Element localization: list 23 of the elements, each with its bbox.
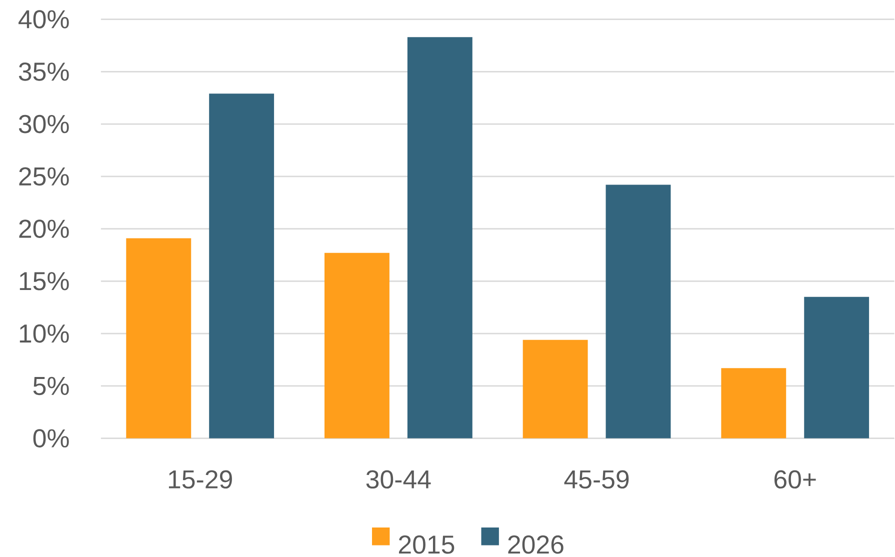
bar <box>209 94 274 438</box>
y-tick-label: 30% <box>18 114 69 134</box>
bar <box>324 252 390 438</box>
x-tick-label: 45-59 <box>564 470 629 489</box>
bar <box>721 368 786 438</box>
y-tick-label: 20% <box>19 220 69 238</box>
legend-label: 2015 <box>398 535 454 554</box>
bar <box>606 184 671 438</box>
x-tick-label: 15-29 <box>168 470 232 489</box>
bar <box>407 37 472 438</box>
x-tick-label: 60+ <box>774 470 816 489</box>
y-tick-label: 15% <box>20 272 69 290</box>
y-tick-label: 0% <box>33 429 69 448</box>
bar <box>522 340 588 438</box>
y-tick-label: 25% <box>19 167 69 186</box>
y-tick-label: 5% <box>33 376 69 396</box>
y-tick-label: 10% <box>20 324 69 343</box>
y-tick-label: 40% <box>18 10 69 28</box>
y-tick-label: 35% <box>18 62 69 81</box>
bar <box>126 238 192 438</box>
legend-label: 2026 <box>508 535 564 554</box>
bar <box>804 296 870 438</box>
x-tick-label: 30-44 <box>366 470 431 489</box>
